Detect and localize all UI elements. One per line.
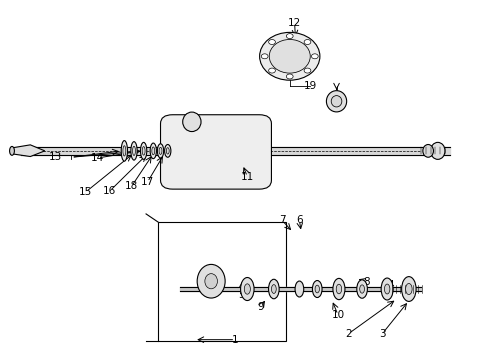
Ellipse shape — [157, 144, 163, 158]
Text: 2: 2 — [345, 329, 351, 339]
Ellipse shape — [312, 281, 321, 297]
Text: 17: 17 — [140, 177, 154, 187]
Text: 16: 16 — [103, 186, 116, 196]
Ellipse shape — [122, 146, 125, 156]
Ellipse shape — [259, 32, 319, 80]
Circle shape — [303, 68, 310, 73]
Text: 5: 5 — [238, 290, 244, 300]
Ellipse shape — [384, 284, 389, 294]
Ellipse shape — [244, 284, 250, 294]
Ellipse shape — [359, 285, 364, 293]
Ellipse shape — [166, 148, 169, 154]
Ellipse shape — [401, 277, 415, 301]
Text: 9: 9 — [257, 302, 264, 312]
Ellipse shape — [151, 147, 154, 155]
Ellipse shape — [131, 142, 137, 160]
Ellipse shape — [182, 112, 200, 132]
Circle shape — [303, 40, 310, 45]
Ellipse shape — [380, 278, 393, 300]
Ellipse shape — [142, 147, 145, 155]
Ellipse shape — [331, 96, 341, 107]
Ellipse shape — [204, 274, 217, 289]
Ellipse shape — [430, 142, 444, 159]
Ellipse shape — [163, 119, 269, 183]
Ellipse shape — [268, 279, 279, 299]
Text: 3: 3 — [378, 329, 385, 339]
Ellipse shape — [332, 278, 344, 300]
Ellipse shape — [326, 91, 346, 112]
Ellipse shape — [197, 265, 225, 298]
Text: 6: 6 — [295, 215, 302, 225]
Text: 18: 18 — [125, 181, 138, 191]
FancyBboxPatch shape — [160, 115, 271, 189]
Circle shape — [261, 54, 268, 59]
Ellipse shape — [335, 284, 341, 294]
Ellipse shape — [132, 146, 135, 156]
Circle shape — [268, 40, 275, 45]
Ellipse shape — [159, 147, 162, 155]
Text: 10: 10 — [331, 310, 344, 320]
Circle shape — [286, 74, 292, 79]
Ellipse shape — [140, 142, 147, 159]
Text: 11: 11 — [240, 172, 254, 182]
Circle shape — [311, 54, 318, 59]
Circle shape — [268, 68, 275, 73]
Ellipse shape — [240, 277, 254, 301]
Text: 14: 14 — [91, 153, 104, 163]
Ellipse shape — [422, 145, 433, 157]
Text: 19: 19 — [303, 81, 316, 91]
Ellipse shape — [271, 285, 276, 293]
Ellipse shape — [315, 285, 319, 293]
Text: 15: 15 — [79, 187, 92, 197]
Bar — [158, 222, 285, 341]
Text: 7: 7 — [278, 215, 285, 225]
Ellipse shape — [121, 141, 127, 161]
Text: 1: 1 — [231, 335, 238, 345]
Circle shape — [286, 34, 292, 39]
Ellipse shape — [150, 143, 156, 159]
Ellipse shape — [10, 146, 15, 155]
Ellipse shape — [294, 281, 303, 297]
Ellipse shape — [356, 280, 367, 298]
Text: 12: 12 — [287, 17, 301, 27]
Text: 8: 8 — [363, 277, 369, 287]
Text: 13: 13 — [49, 152, 62, 162]
Ellipse shape — [405, 283, 411, 295]
Ellipse shape — [164, 145, 170, 157]
Polygon shape — [11, 145, 45, 156]
Text: 4: 4 — [387, 280, 393, 290]
Ellipse shape — [269, 40, 310, 73]
